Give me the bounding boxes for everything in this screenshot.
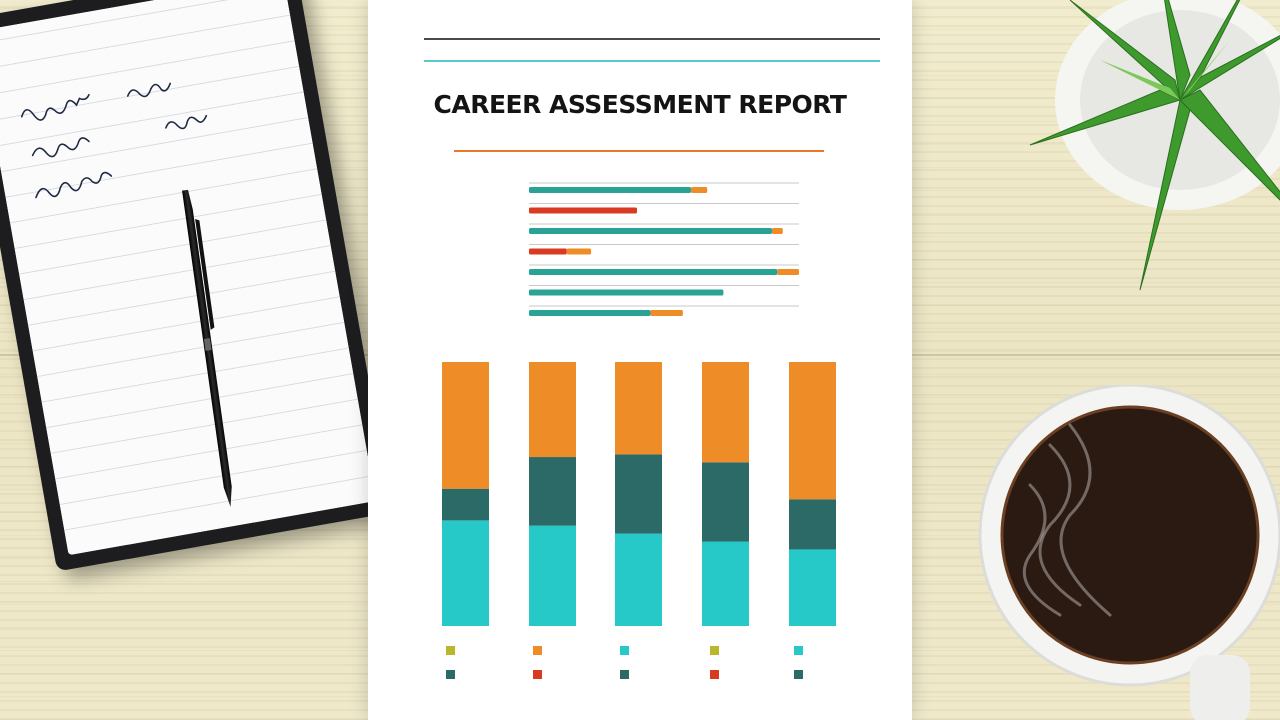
legend-item	[620, 670, 629, 679]
legend-item	[533, 646, 542, 655]
report-title: CAREER ASSESSMENT REPORT	[433, 90, 847, 119]
bar	[529, 187, 691, 193]
legend-item	[794, 646, 803, 655]
legend-swatch	[533, 670, 542, 679]
stacked-bar-segment	[442, 520, 489, 626]
succulent-plant-icon	[1029, 0, 1280, 291]
legend-item	[710, 670, 719, 679]
stacked-bar-segment	[615, 362, 662, 455]
legend-swatch	[620, 646, 629, 655]
stacked-bar-segment	[615, 533, 662, 626]
handwriting-scribble	[20, 82, 208, 199]
horizontal-bar-chart	[529, 182, 799, 316]
stacked-bar-segment	[529, 362, 576, 458]
title-underline	[454, 150, 824, 152]
legend-swatch	[446, 646, 455, 655]
bar	[529, 289, 724, 296]
stacked-bar-chart	[442, 362, 836, 626]
legend-swatch	[710, 670, 719, 679]
legend-swatch	[446, 670, 455, 679]
notebook-page	[0, 0, 376, 556]
bar	[772, 228, 783, 234]
legend-swatch	[533, 646, 542, 655]
legend-swatch	[620, 670, 629, 679]
stacked-bar-segment	[529, 525, 576, 626]
bar	[529, 248, 567, 255]
bar	[529, 207, 637, 214]
stacked-bar-segment	[789, 499, 836, 550]
stacked-bar-segment	[442, 362, 489, 489]
stacked-bar-segment	[702, 462, 749, 542]
legend-item	[620, 646, 629, 655]
stacked-bar-segment	[789, 549, 836, 626]
bar	[529, 310, 651, 316]
pen-icon	[182, 189, 232, 507]
bar	[529, 269, 778, 275]
legend-swatch	[710, 646, 719, 655]
stacked-bar-segment	[442, 488, 489, 521]
legend-item	[533, 670, 542, 679]
legend-item	[446, 670, 455, 679]
stacked-bar-segment	[702, 362, 749, 463]
bar	[777, 269, 799, 275]
legend-item	[710, 646, 719, 655]
header-rule-cyan	[424, 60, 880, 62]
bar	[650, 310, 683, 316]
bar	[566, 248, 592, 255]
stacked-bar-segment	[702, 541, 749, 626]
stacked-bar-segment	[789, 362, 836, 500]
stacked-bar-segment	[615, 454, 662, 534]
bar	[529, 228, 772, 234]
stacked-bar-segment	[529, 457, 576, 526]
bar	[691, 187, 708, 193]
header-rule-dark	[424, 38, 880, 40]
coffee-mug-icon	[978, 385, 1280, 720]
report-sheet: CAREER ASSESSMENT REPORT	[368, 0, 912, 720]
notebook	[0, 0, 393, 572]
chart-legend	[368, 640, 912, 690]
legend-swatch	[794, 646, 803, 655]
legend-swatch	[794, 670, 803, 679]
legend-item	[794, 670, 803, 679]
legend-item	[446, 646, 455, 655]
